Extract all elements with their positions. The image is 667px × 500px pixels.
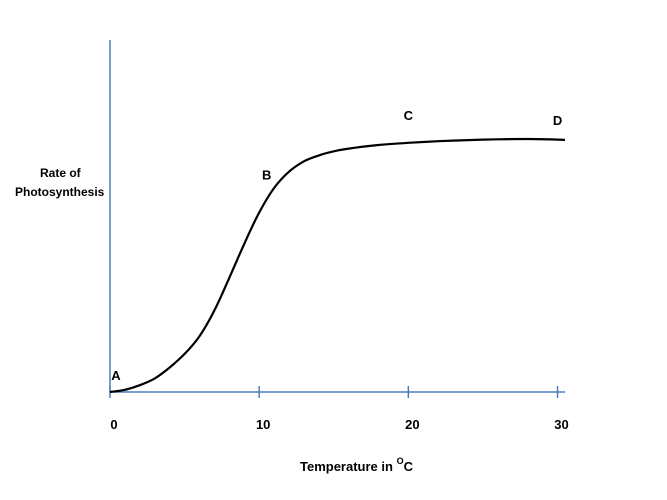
y-axis-label-line2: Photosynthesis bbox=[15, 185, 105, 199]
x-axis-label-superscript: O bbox=[397, 456, 404, 466]
x-tick-label-10: 10 bbox=[256, 417, 270, 432]
x-tick-label-30: 30 bbox=[554, 417, 568, 432]
x-tick-label-0: 0 bbox=[110, 417, 117, 432]
point-label-c: C bbox=[404, 108, 414, 123]
point-label-b: B bbox=[262, 168, 271, 183]
y-axis-label-line1: Rate of bbox=[40, 166, 82, 180]
series-line-0 bbox=[109, 137, 566, 394]
point-label-d: D bbox=[553, 113, 562, 128]
x-axis-label: Temperature in OC bbox=[300, 456, 414, 474]
point-label-a: A bbox=[111, 368, 121, 383]
x-axis-label-unit: C bbox=[404, 459, 414, 474]
x-tick-label-20: 20 bbox=[405, 417, 419, 432]
x-axis-label-text: Temperature in bbox=[300, 459, 397, 474]
plot-area: 0 10 20 30 A B C D bbox=[109, 40, 569, 432]
